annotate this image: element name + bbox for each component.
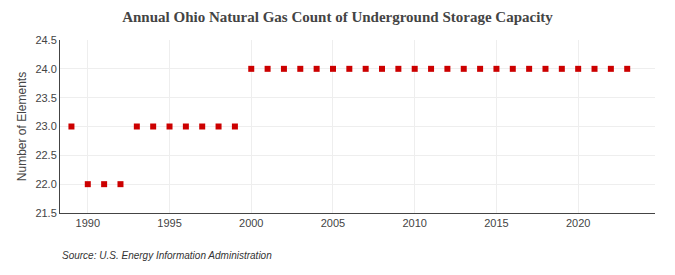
svg-text:Source: U.S. Energy Informatio: Source: U.S. Energy Information Administ… (62, 250, 272, 261)
svg-text:Annual Ohio Natural Gas Count: Annual Ohio Natural Gas Count of Undergr… (122, 9, 553, 25)
svg-text:2000: 2000 (239, 217, 263, 229)
svg-text:2015: 2015 (484, 217, 508, 229)
svg-text:22.0: 22.0 (35, 178, 56, 190)
svg-text:23.0: 23.0 (35, 120, 56, 132)
svg-text:21.5: 21.5 (35, 207, 56, 219)
svg-text:2005: 2005 (321, 217, 345, 229)
svg-text:2010: 2010 (402, 217, 426, 229)
svg-text:1990: 1990 (76, 217, 100, 229)
svg-text:1995: 1995 (157, 217, 181, 229)
svg-text:23.5: 23.5 (35, 92, 56, 104)
svg-text:2020: 2020 (566, 217, 590, 229)
svg-text:Number of Elements: Number of Elements (15, 72, 29, 181)
svg-text:22.5: 22.5 (35, 149, 56, 161)
svg-text:24.5: 24.5 (35, 34, 56, 46)
svg-text:24.0: 24.0 (35, 63, 56, 75)
